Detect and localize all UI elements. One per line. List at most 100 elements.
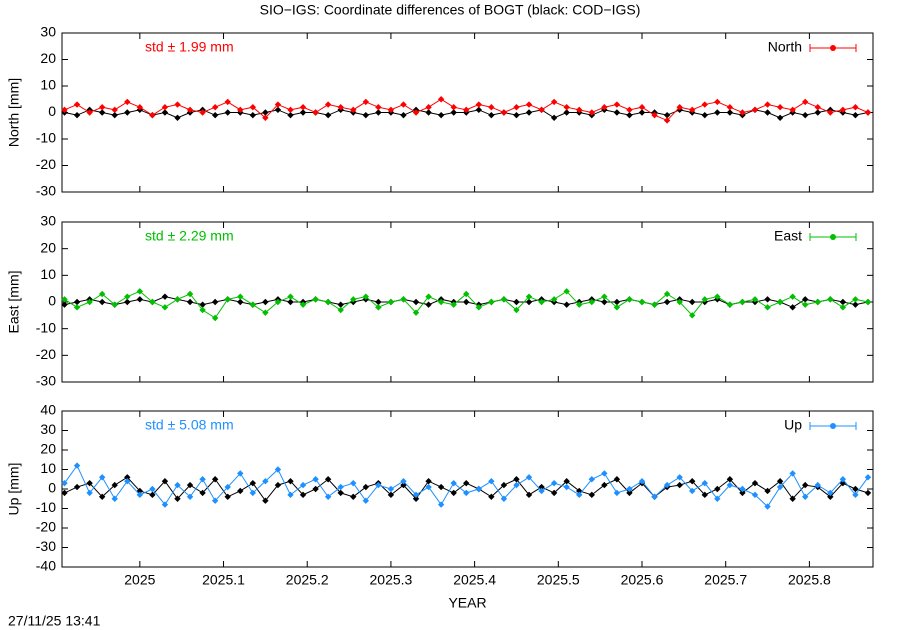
point [324,476,332,483]
point [450,479,457,487]
point [676,481,683,489]
annotation: std ± 5.08 mm [145,417,234,433]
y-axis-title: East [mm] [6,270,22,333]
point [98,104,106,111]
point [124,478,131,485]
point [174,296,181,303]
point [689,478,696,485]
point [287,111,294,119]
point [312,109,319,116]
point [287,491,294,499]
point [450,301,457,308]
point [124,298,131,306]
point [764,296,771,303]
point [450,109,457,116]
point [86,479,93,487]
point [550,114,558,121]
point [387,298,395,306]
point [463,489,470,497]
point [827,489,834,497]
point [387,106,395,114]
point [224,98,231,106]
point [488,493,495,500]
point [400,478,407,485]
point [211,497,219,504]
point [563,109,570,116]
point [475,485,482,493]
point [814,481,821,489]
point [764,101,771,108]
point [350,296,357,303]
point [274,466,282,473]
point [864,489,872,497]
point [186,481,194,489]
point [538,106,545,114]
point [563,104,570,111]
point [73,298,81,306]
point [211,111,219,119]
x-axis-title: YEAR [448,595,486,611]
point [425,104,432,111]
point [638,109,646,116]
point [262,114,269,121]
annotation: std ± 1.99 mm [145,39,234,55]
point [852,301,859,308]
point [739,489,746,497]
point [864,474,872,481]
point [299,491,307,499]
point [525,491,533,499]
point [387,491,395,499]
point [86,298,93,306]
point [500,296,508,303]
point [86,489,93,497]
point [676,298,683,306]
point [764,109,771,116]
point [249,479,257,487]
y-tick-label: 10 [40,77,56,93]
point [249,301,257,308]
point [550,98,558,106]
point [739,298,746,306]
point [299,481,307,489]
point [676,474,683,481]
point [701,296,708,303]
point [412,495,420,502]
point [764,503,771,510]
point [475,304,482,311]
point [714,293,721,300]
point [626,485,633,493]
point [136,288,144,295]
point [425,293,432,300]
point [701,101,708,108]
point [776,298,784,306]
point [663,117,671,124]
x-tick-label: 2025.1 [202,572,245,588]
point [262,109,269,116]
point [651,301,658,308]
point [425,109,432,116]
point [638,478,646,485]
point [375,109,382,116]
series [61,288,872,322]
point [864,109,872,116]
point [525,474,533,481]
point [312,296,319,303]
point [73,101,81,108]
point [576,487,583,495]
point [714,98,721,106]
y-tick-label: 30 [40,421,56,437]
point [299,104,307,111]
point [174,495,181,502]
point [802,98,809,106]
point [312,485,319,493]
point [626,111,633,119]
point [274,298,282,306]
chart-title: SIO−IGS: Coordinate differences of BOGT … [260,2,641,18]
series [61,474,872,504]
point [262,298,269,306]
point [814,104,821,111]
point [337,489,344,497]
y-tick-label: -40 [36,558,56,574]
point [237,470,244,477]
point [98,493,106,500]
